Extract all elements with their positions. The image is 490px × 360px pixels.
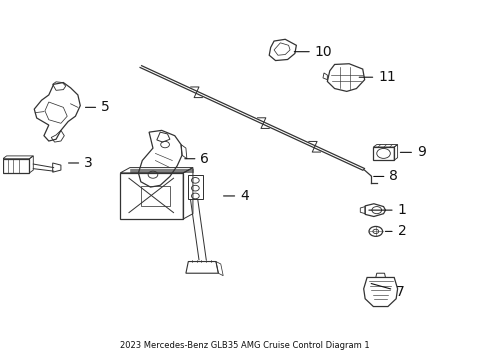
Text: 1: 1	[369, 203, 407, 217]
Text: 9: 9	[400, 145, 426, 159]
Text: 2023 Mercedes-Benz GLB35 AMG Cruise Control Diagram 1: 2023 Mercedes-Benz GLB35 AMG Cruise Cont…	[120, 341, 370, 350]
Text: 4: 4	[223, 189, 249, 203]
Text: 6: 6	[185, 152, 209, 166]
Text: 5: 5	[85, 100, 110, 114]
Text: 8: 8	[374, 170, 398, 184]
Text: 7: 7	[371, 284, 405, 299]
Text: 3: 3	[69, 156, 93, 170]
Text: 10: 10	[294, 45, 332, 59]
Text: 11: 11	[359, 70, 396, 84]
Text: 2: 2	[385, 224, 406, 238]
